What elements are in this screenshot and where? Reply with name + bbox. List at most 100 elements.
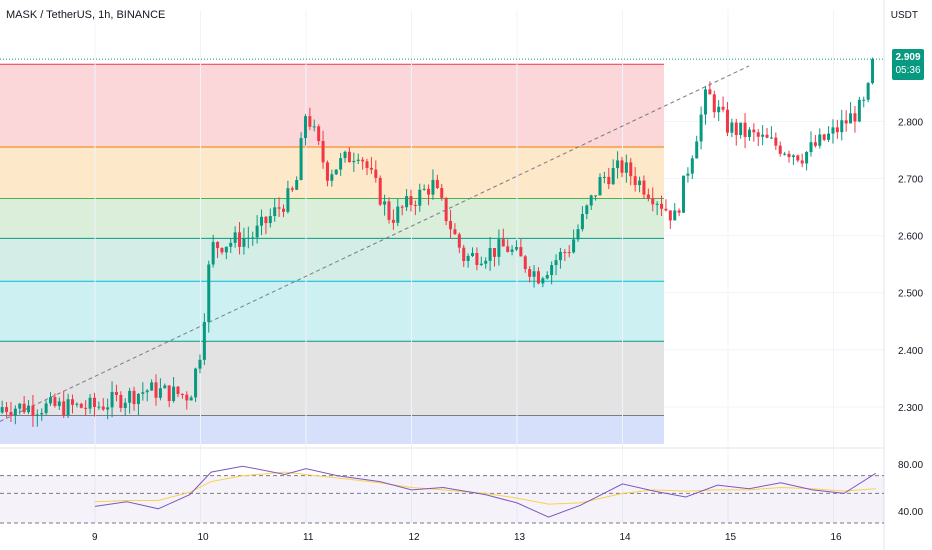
candle-body [5,407,9,412]
candle-body [207,264,211,322]
rsi-tick-0: 80.00 [898,460,923,471]
candle-body [871,59,875,84]
rsi-ma-line [94,471,876,505]
candle-body [651,198,655,205]
candle-body [396,206,400,223]
candle-body [747,129,751,137]
candle-body [730,122,734,133]
fib-zone-2 [0,198,664,239]
candle-body [422,188,426,190]
candle-body [695,141,699,159]
candle-body [79,403,83,408]
trend-line [0,65,750,422]
candle-body [330,174,334,181]
candle-body [462,247,466,261]
candle-body [273,207,277,217]
last-price-badge: 2.909 05:36 [892,49,924,80]
symbol-title: MASK / TetherUS, 1h, BINANCE [6,9,166,21]
candle-body [13,408,17,416]
candle-body [299,138,303,181]
candle-body [598,177,602,196]
candle-body [831,127,835,134]
candle-body [295,180,299,190]
candle-body [308,116,312,127]
candle-body [110,391,114,408]
time-tick-12: 12 [409,532,421,543]
candle-body [725,109,729,133]
candle-body [281,208,285,212]
bar-countdown: 05:36 [895,65,921,76]
candle-body [334,169,338,175]
candle-body [31,405,35,416]
candle-body [405,196,409,208]
candle-body [97,406,101,408]
candle-body [554,260,558,266]
candle-body [189,397,193,401]
candle-body [743,122,747,137]
rsi-tick-1: 40.00 [898,507,923,518]
candle-body [466,255,470,261]
candle-body [572,239,576,253]
candle-body [844,120,848,124]
candle-body [567,252,571,254]
fib-zone-0 [0,64,664,148]
candle-body [246,237,250,239]
candle-body [343,151,347,159]
candles [0,57,875,427]
time-tick-9: 9 [92,532,98,543]
candle-body [769,137,773,139]
candle-body [339,158,343,170]
candle-body [255,225,259,238]
candle-body [431,179,435,195]
candle-body [506,246,510,252]
candle-body [57,401,61,406]
candle-body [783,153,787,155]
candle-body [492,248,496,257]
candle-body [352,160,356,163]
candle-body [449,221,453,230]
candle-body [317,126,321,142]
candle-body [616,160,620,169]
candle-body [84,407,88,409]
candle-body [383,201,387,205]
candle-body [761,134,765,137]
candle-body [154,382,158,398]
candle-body [119,394,123,408]
time-axis[interactable]: 9 10 11 12 13 14 15 16 [92,532,842,543]
candle-body [286,188,290,212]
candle-body [356,159,360,161]
last-price-value: 2.909 [895,52,921,63]
candle-body [479,263,483,265]
candle-body [440,188,444,198]
candle-body [712,94,716,113]
candle-body [805,151,809,164]
candle-body [427,188,431,195]
candle-body [180,393,184,395]
candle-body [444,197,448,222]
candle-body [378,177,382,205]
candle-body [176,386,180,394]
time-tick-11: 11 [303,532,314,543]
candle-body [224,246,228,253]
candle-body [475,252,479,265]
candle-body [576,229,580,240]
candle-body [312,126,316,128]
candle-body [519,247,523,257]
candle-body [660,203,664,209]
candle-body [49,397,53,404]
candle-body [35,414,39,416]
fib-zone-3 [0,238,664,282]
candle-body [114,391,118,395]
fib-zone-4 [0,281,664,342]
candle-body [563,251,567,253]
candle-body [580,213,584,230]
candle-body [796,155,800,161]
candle-body [128,390,132,403]
rsi-band-fill [0,475,884,523]
price-tick-2: 2.600 [898,232,923,243]
time-tick-16: 16 [831,532,843,543]
candle-body [453,229,457,235]
candle-body [791,155,795,158]
